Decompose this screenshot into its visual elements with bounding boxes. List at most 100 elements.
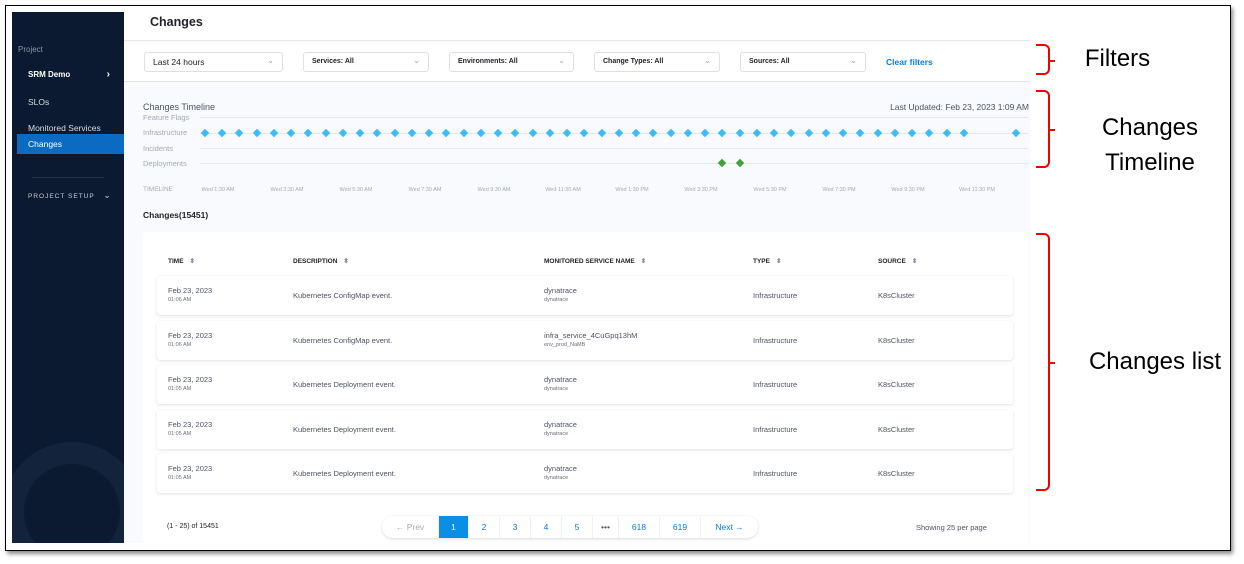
service-name: dynatrace — [544, 420, 577, 429]
time-cell: Feb 23, 2023 01:05 AM — [168, 375, 212, 392]
column-label: TYPE — [753, 258, 770, 265]
sort-icon: ⬍ — [911, 258, 918, 265]
timeline-tick-label: Wed 1:30 AM — [201, 187, 235, 193]
timeline-row-label: Deployments — [143, 159, 187, 168]
environment-name: dynatrace — [544, 386, 569, 392]
change-types-value: Change Types: All — [603, 58, 664, 65]
type-cell: Infrastructure — [753, 291, 798, 300]
environments-dropdown[interactable]: Environments: All ⌄ — [449, 52, 574, 72]
environment-name: env_prod_NaMB — [544, 342, 586, 348]
time: 01:05 AM — [168, 431, 192, 437]
column-header-description[interactable]: DESCRIPTION ⬍ — [293, 257, 349, 265]
table-row[interactable]: Feb 23, 2023 01:05 AM Kubernetes Deployme… — [157, 365, 1013, 404]
timeline-gridline — [200, 117, 1028, 118]
table-row[interactable]: Feb 23, 2023 01:06 AM Kubernetes ConfigMa… — [157, 321, 1013, 360]
project-selector[interactable]: SRM Demo › — [28, 69, 124, 80]
service-cell: dynatrace dynatrace — [544, 375, 577, 392]
time-cell: Feb 23, 2023 01:05 AM — [168, 420, 212, 437]
column-label: SOURCE — [878, 258, 906, 265]
description-cell: Kubernetes Deployment event. — [293, 469, 396, 478]
project-name: SRM Demo — [28, 70, 71, 79]
time: 01:06 AM — [168, 297, 192, 303]
sidebar-item-slos[interactable]: SLOs — [28, 97, 50, 107]
service-cell: dynatrace dynatrace — [544, 286, 577, 303]
service-name: dynatrace — [544, 464, 577, 473]
page-button[interactable]: 2 — [468, 516, 499, 538]
timeline-axis-label: TIMELINE — [143, 186, 173, 193]
column-label: DESCRIPTION — [293, 258, 338, 265]
page-button[interactable]: 1 — [438, 516, 468, 538]
service-name: dynatrace — [544, 375, 577, 384]
next-page-button[interactable]: Next → — [700, 516, 758, 538]
service-cell: infra_service_4CuGpq13hM env_prod_NaMB — [544, 331, 637, 348]
services-dropdown[interactable]: Services: All ⌄ — [303, 52, 429, 72]
sidebar-item-changes[interactable]: Changes — [17, 134, 124, 154]
description-cell: Kubernetes Deployment event. — [293, 425, 396, 434]
chevron-down-icon: ⌄ — [413, 56, 420, 65]
prev-page-button[interactable]: ← Prev — [395, 522, 425, 532]
service-cell: dynatrace dynatrace — [544, 464, 577, 481]
clear-filters-link[interactable]: Clear filters — [886, 57, 933, 67]
annotation-changes-list: Changes list — [1088, 348, 1222, 375]
timeline-tick-label: Wed 11:30 AM — [545, 187, 581, 193]
time-range-dropdown[interactable]: Last 24 hours ⌄ — [144, 52, 283, 72]
project-setup-toggle[interactable]: PROJECT SETUP ⌄ — [28, 190, 112, 201]
page-button[interactable]: 5 — [561, 516, 592, 538]
sort-icon: ⬍ — [343, 258, 349, 265]
last-updated: Last Updated: Feb 23, 2023 1:09 AM — [890, 102, 1029, 112]
date: Feb 23, 2023 — [168, 331, 213, 340]
type-cell: Infrastructure — [753, 425, 798, 434]
timeline-tick-label: Wed 9:30 PM — [891, 187, 925, 193]
environment-name: dynatrace — [544, 297, 569, 303]
source-cell: K8sCluster — [878, 291, 915, 300]
description-cell: Kubernetes ConfigMap event. — [293, 336, 393, 345]
page-title: Changes — [150, 15, 203, 29]
page-ellipsis: ••• — [592, 516, 618, 538]
sources-dropdown[interactable]: Sources: All ⌄ — [740, 52, 866, 72]
timeline-gridline — [200, 148, 1028, 149]
column-header-time[interactable]: TIME ⬍ — [168, 257, 195, 265]
column-header-source[interactable]: SOURCE ⬍ — [878, 257, 917, 265]
environment-name: dynatrace — [544, 475, 569, 481]
table-row[interactable]: Feb 23, 2023 01:05 AM Kubernetes Deployme… — [157, 454, 1013, 493]
annotation-filters: Filters — [1084, 45, 1151, 72]
sidebar-divider — [32, 177, 104, 178]
sidebar: Project SRM Demo › SLOs Monitored Service… — [12, 12, 124, 543]
table-row[interactable]: Feb 23, 2023 01:06 AM Kubernetes ConfigMa… — [157, 276, 1013, 315]
timeline-tick-label: Wed 1:30 PM — [615, 187, 649, 193]
date: Feb 23, 2023 — [168, 420, 213, 429]
timeline-title: Changes Timeline — [143, 102, 216, 112]
sources-value: Sources: All — [749, 58, 790, 65]
column-header-type[interactable]: TYPE ⬍ — [753, 257, 781, 265]
pagination: ← Prev 1 2 3 4 5 ••• 618 619 Next → — [382, 516, 758, 538]
pagination-range: (1 - 25) of 15451 — [167, 523, 219, 530]
type-cell: Infrastructure — [753, 469, 798, 478]
environments-value: Environments: All — [458, 58, 518, 65]
sidebar-item-monitored-services[interactable]: Monitored Services — [28, 123, 101, 133]
source-cell: K8sCluster — [878, 425, 915, 434]
service-name: dynatrace — [544, 286, 577, 295]
timeline-tick-label: Wed 11:30 PM — [959, 187, 995, 193]
table-row[interactable]: Feb 23, 2023 01:05 AM Kubernetes Deployme… — [157, 410, 1013, 449]
sort-icon: ⬍ — [640, 258, 647, 265]
column-header-service[interactable]: MONITORED SERVICE NAME ⬍ — [544, 257, 646, 265]
page-button[interactable]: 4 — [530, 516, 561, 538]
annotation-bracket — [1036, 233, 1055, 491]
timeline-tick-label: Wed 5:30 PM — [753, 187, 787, 193]
changes-count-title: Changes(15451) — [143, 210, 209, 220]
column-label: TIME — [168, 258, 184, 265]
timeline-tick-label: Wed 7:30 PM — [822, 187, 856, 193]
timeline-tick-label: Wed 5:30 AM — [339, 187, 373, 193]
watermark-logo-icon — [12, 442, 124, 543]
timeline-gridline — [200, 133, 1028, 134]
per-page-info: Showing 25 per page — [916, 523, 987, 532]
source-cell: K8sCluster — [878, 380, 915, 389]
column-label: MONITORED SERVICE NAME — [544, 258, 635, 265]
page-button[interactable]: 3 — [499, 516, 530, 538]
source-cell: K8sCluster — [878, 469, 915, 478]
page-button[interactable]: 619 — [659, 516, 700, 538]
chevron-down-icon: ⌄ — [558, 56, 565, 65]
page-button[interactable]: 618 — [618, 516, 659, 538]
change-types-dropdown[interactable]: Change Types: All ⌄ — [594, 52, 720, 72]
timeline-row-label: Incidents — [143, 144, 174, 153]
